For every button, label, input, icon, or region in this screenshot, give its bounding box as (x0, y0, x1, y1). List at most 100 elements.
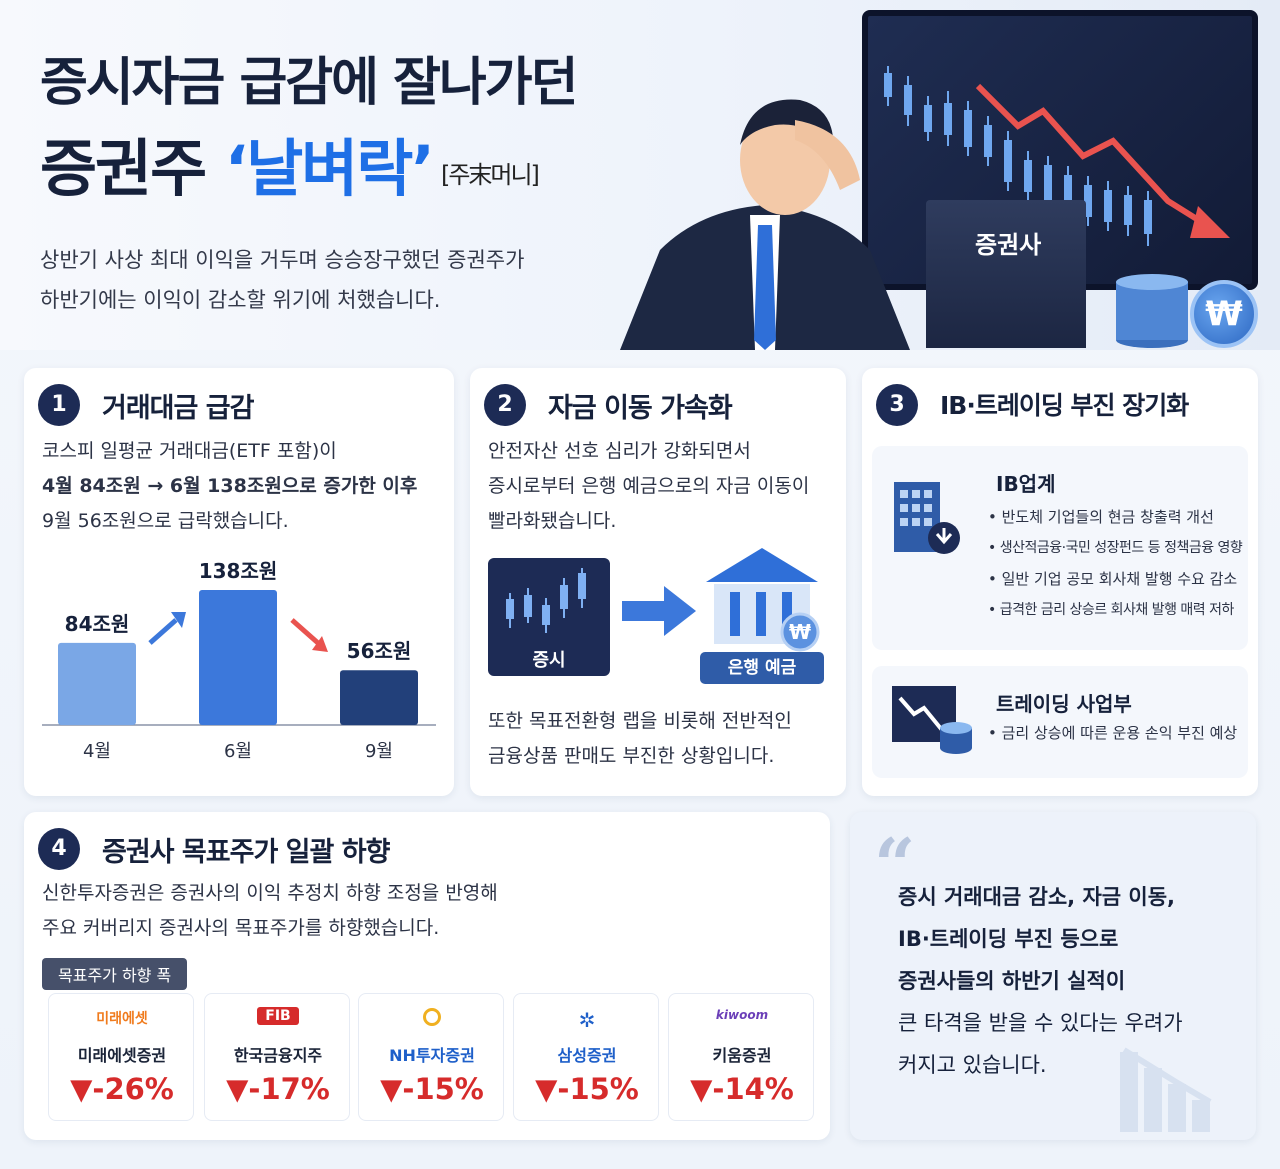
data-label: 138조원 (199, 559, 278, 583)
category-label: 9월 (365, 741, 393, 762)
quote-line: IB·트레이딩 부진 등으로 (898, 927, 1119, 951)
trading-list: 금리 상승에 따른 운용 손익 부진 예상 (988, 718, 1238, 749)
firm-card: NH투자증권 ▼-15% (358, 993, 504, 1121)
firm-card: ✲ 삼성증권 ▼-15% (513, 993, 659, 1121)
data-label: 56조원 (347, 639, 412, 663)
samsung-logo-icon: ✲ (578, 1008, 596, 1032)
section-number: 2 (484, 384, 526, 426)
firm-logo: FIB (205, 1007, 351, 1032)
summary-quote: 증시 거래대금 감소, 자금 이동, IB·트레이딩 부진 등으로 증권사들의 … (898, 876, 1183, 1086)
quote-line: 증권사들의 하반기 실적이 (898, 969, 1126, 993)
section-ib-trading: 3 IB·트레이딩 부진 장기화 IB업계 반도체 기업들의 현금 창출력 개선… (862, 368, 1258, 796)
ib-title: IB업계 (996, 472, 1056, 496)
trading-volume-bar-chart: 84조원 4월 138조원 6월 56조원 9월 (42, 559, 436, 762)
category-label: 6월 (224, 741, 252, 762)
text-line: 또한 목표전환형 랩을 비롯해 전반적인 (488, 710, 792, 732)
won-coin-icon: ₩ (1190, 280, 1258, 348)
firm-cut-pct: ▼-15% (535, 1072, 639, 1106)
title-source: [주末머니] (440, 161, 540, 190)
list-item: 생산적금융·국민 성장펀드 등 정책금융 영향 (988, 533, 1243, 564)
firm-logo (359, 1008, 505, 1032)
arrow-right-icon (622, 586, 696, 636)
won-symbol: ₩ (789, 620, 811, 644)
firm-card: kiwoom 키움증권 ▼-14% (668, 993, 814, 1121)
section-number: 4 (38, 828, 80, 870)
lead-line: 상반기 사상 최대 이익을 거두며 승승장구했던 증권주가 (40, 248, 525, 272)
lead-text: 상반기 사상 최대 이익을 거두며 승승장구했던 증권주가 하반기에는 이익이 … (40, 240, 524, 320)
text-line: 주요 커버리지 증권사의 목표주가를 하향했습니다. (42, 917, 440, 939)
candlestick-icon (506, 568, 586, 633)
section-title: IB·트레이딩 부진 장기화 (940, 391, 1189, 420)
trading-title: 트레이딩 사업부 (996, 692, 1132, 716)
stock-market-box: 증시 (488, 558, 610, 676)
firm-logo: ✲ (514, 1008, 660, 1032)
firm-name: 미래에셋증권 (77, 1046, 167, 1065)
firm-logo: kiwoom (715, 1008, 769, 1022)
text-line: 빨라화됐습니다. (488, 510, 617, 532)
text-line: 4월 84조원 → 6월 138조원으로 증가한 이후 (42, 475, 418, 497)
quote-line: 증시 거래대금 감소, 자금 이동, (898, 885, 1176, 909)
section-title: 자금 이동 가속화 (548, 393, 733, 424)
list-item: 반도체 기업들의 현금 창출력 개선 (988, 502, 1242, 533)
office-building-down-icon (894, 482, 960, 554)
trading-division-card: 트레이딩 사업부 금리 상승에 따른 운용 손익 부진 예상 (872, 666, 1248, 778)
bar (340, 670, 418, 725)
quote-mark-icon: “ (874, 822, 916, 907)
bank-deposit-label: 은행 예금 (700, 652, 824, 684)
target-price-cut-tag: 목표주가 하향 폭 (42, 958, 188, 990)
ib-industry-card: IB업계 반도체 기업들의 현금 창출력 개선 생산적금융·국민 성장펀드 등 … (872, 446, 1248, 650)
bar (58, 642, 136, 725)
firm-card: 미래에셋 미래에셋증권 ▼-26% (48, 993, 194, 1121)
firm-name: 한국금융지주 (233, 1046, 323, 1065)
title-prefix: 증권주 (40, 132, 225, 205)
firm-name: 삼성증권 (557, 1046, 617, 1065)
candlestick-chart-icon (884, 66, 1230, 246)
quote-line: 커지고 있습니다. (898, 1053, 1047, 1077)
bank-icon: ₩ (706, 548, 820, 652)
section-number: 3 (876, 384, 918, 426)
list-item: 급격한 금리 상승르 회사채 발행 매력 저하 (988, 595, 1242, 626)
text-line: 9월 56조원으로 급락했습니다. (42, 510, 289, 532)
title-highlight: ‘날벼락’ (224, 132, 435, 205)
page-title-line2: 증권주 ‘날벼락’ [주末머니] (40, 118, 540, 208)
nh-logo-icon (423, 1008, 441, 1026)
declining-bars-watermark-icon (1120, 1047, 1212, 1132)
bank-deposit-box: ₩ 은행 예금 (700, 544, 824, 684)
worried-businessman-illustration (620, 99, 910, 350)
list-item: 일반 기업 공모 회사채 발행 수요 감소 (988, 564, 1242, 595)
lead-line: 하반기에는 이익이 감소할 위기에 처했습니다. (40, 288, 441, 312)
data-label: 84조원 (65, 612, 130, 636)
firm-logo-text: FIB (257, 1007, 299, 1025)
text-line: 신한투자증권은 증권사의 이익 추정치 하향 조정을 반영해 (42, 882, 498, 904)
text-line: 증시로부터 은행 예금으로의 자금 이동이 (488, 475, 810, 497)
firm-cut-pct: ▼-17% (226, 1072, 330, 1106)
securities-building (926, 200, 1086, 348)
list-item: 금리 상승에 따른 운용 손익 부진 예상 (988, 718, 1238, 749)
section-trading-volume: 1 거래대금 급감 코스피 일평균 거래대금(ETF 포함)이 4월 84조원 … (24, 368, 454, 796)
section-number: 1 (38, 384, 80, 426)
section-title: 거래대금 급감 (102, 393, 254, 424)
down-arrow-icon (290, 618, 328, 652)
bar (199, 590, 277, 725)
firm-card: FIB 한국금융지주 ▼-17% (204, 993, 350, 1121)
firm-cut-pct: ▼-15% (380, 1072, 484, 1106)
quote-line: 큰 타격을 받을 수 있다는 우려가 (898, 1011, 1183, 1035)
section-text: 안전자산 선호 심리가 강화되면서 증시로부터 은행 예금으로의 자금 이동이 … (488, 434, 809, 539)
coin-stack-icon (1116, 274, 1188, 348)
firm-cut-pct: ▼-14% (690, 1072, 794, 1106)
summary-quote-card (850, 812, 1256, 1140)
firm-cut-pct: ▼-26% (70, 1072, 174, 1106)
text-line: 안전자산 선호 심리가 강화되면서 (488, 440, 751, 462)
up-arrow-icon (148, 612, 186, 645)
firm-logo: 미래에셋 (96, 1011, 148, 1027)
section-text-2: 또한 목표전환형 랩을 비롯해 전반적인 금융상품 판매도 부진한 상황입니다. (488, 704, 792, 774)
stock-market-label: 증시 (532, 650, 566, 671)
section-text: 코스피 일평균 거래대금(ETF 포함)이 4월 84조원 → 6월 138조원… (42, 434, 417, 539)
section-fund-flow: 2 자금 이동 가속화 안전자산 선호 심리가 강화되면서 증시로부터 은행 예… (470, 368, 846, 796)
text-line: 코스피 일평균 거래대금(ETF 포함)이 (42, 440, 337, 462)
page-title-line1: 증시자금 급감에 잘나가던 (40, 53, 578, 113)
declining-chart-coins-icon (892, 686, 972, 754)
section-text: 신한투자증권은 증권사의 이익 추정치 하향 조정을 반영해 주요 커버리지 증… (42, 876, 498, 946)
section-title: 증권사 목표주가 일괄 하향 (102, 837, 390, 868)
category-label: 4월 (83, 741, 111, 762)
